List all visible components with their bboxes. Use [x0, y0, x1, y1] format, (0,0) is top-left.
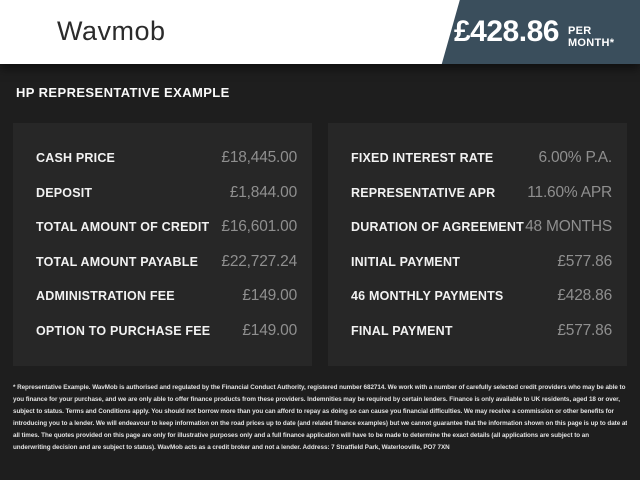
row-initial-payment: INITIAL PAYMENT £577.86	[328, 245, 627, 280]
row-fixed-interest-rate: FIXED INTEREST RATE 6.00% P.A.	[328, 141, 627, 176]
smallprint-line: introducing you to a lender. We will end…	[13, 420, 627, 427]
row-value: £149.00	[242, 287, 297, 305]
row-label: TOTAL AMOUNT PAYABLE	[36, 254, 199, 269]
row-value: 6.00% P.A.	[538, 149, 612, 167]
row-representative-apr: REPRESENTATIVE APR 11.60% APR	[328, 176, 627, 211]
row-label: DURATION OF AGREEMENT	[351, 220, 524, 235]
legal-smallprint: * Representative Example. WavMob is auth…	[13, 382, 627, 454]
monthly-price-flag: £428.86 PER MONTH*	[441, 0, 640, 64]
row-label: TOTAL AMOUNT OF CREDIT	[36, 220, 210, 235]
smallprint-line: you finance for your purchase, and we ar…	[13, 396, 620, 403]
row-label: INITIAL PAYMENT	[351, 254, 461, 269]
finance-panels: CASH PRICE £18,445.00 DEPOSIT £1,844.00 …	[13, 123, 627, 366]
row-final-payment: FINAL PAYMENT £577.86	[328, 314, 627, 349]
row-monthly-payments: 46 MONTHLY PAYMENTS £428.86	[328, 279, 627, 314]
smallprint-line: subject to status. Terms and Conditions …	[13, 408, 614, 415]
row-value: £1,844.00	[229, 183, 297, 201]
brand-logo: Wavmob	[57, 15, 166, 46]
page-title: HP REPRESENTATIVE EXAMPLE	[16, 85, 230, 100]
row-value: £22,727.24	[221, 252, 297, 270]
row-label: DEPOSIT	[36, 185, 93, 200]
row-administration-fee: ADMINISTRATION FEE £149.00	[13, 279, 312, 314]
row-value: £149.00	[242, 321, 297, 339]
row-total-amount-of-credit: TOTAL AMOUNT OF CREDIT £16,601.00	[13, 210, 312, 245]
row-value: £16,601.00	[221, 218, 297, 236]
row-label: CASH PRICE	[36, 151, 116, 166]
row-label: FINAL PAYMENT	[351, 323, 453, 338]
row-option-to-purchase-fee: OPTION TO PURCHASE FEE £149.00	[13, 314, 312, 349]
row-label: 46 MONTHLY PAYMENTS	[351, 289, 504, 304]
row-value: £577.86	[557, 321, 612, 339]
finance-panel-right: FIXED INTEREST RATE 6.00% P.A. REPRESENT…	[328, 123, 627, 366]
finance-panel-left: CASH PRICE £18,445.00 DEPOSIT £1,844.00 …	[13, 123, 312, 366]
monthly-price-suffix: PER MONTH*	[567, 25, 615, 49]
main-content: HP REPRESENTATIVE EXAMPLE CASH PRICE £18…	[0, 85, 640, 454]
smallprint-line: all times. The quotes provided on this p…	[13, 432, 589, 439]
row-label: REPRESENTATIVE APR	[351, 185, 496, 200]
header: Wavmob £428.86 PER MONTH*	[0, 0, 640, 64]
row-label: OPTION TO PURCHASE FEE	[36, 323, 211, 338]
row-deposit: DEPOSIT £1,844.00	[13, 176, 312, 211]
row-value: £577.86	[557, 252, 612, 270]
smallprint-line: underwriting decision and are subject to…	[13, 444, 450, 451]
row-total-amount-payable: TOTAL AMOUNT PAYABLE £22,727.24	[13, 245, 312, 280]
row-label: FIXED INTEREST RATE	[351, 151, 494, 166]
row-value: £428.86	[557, 287, 612, 305]
monthly-price: £428.86	[454, 15, 559, 48]
row-cash-price: CASH PRICE £18,445.00	[13, 141, 312, 176]
row-value: 48 MONTHS	[525, 218, 612, 236]
row-value: £18,445.00	[221, 149, 297, 167]
row-value: 11.60% APR	[527, 183, 612, 201]
row-label: ADMINISTRATION FEE	[36, 289, 175, 304]
smallprint-line: * Representative Example. WavMob is auth…	[13, 384, 627, 391]
row-duration-of-agreement: DURATION OF AGREEMENT 48 MONTHS	[328, 210, 627, 245]
